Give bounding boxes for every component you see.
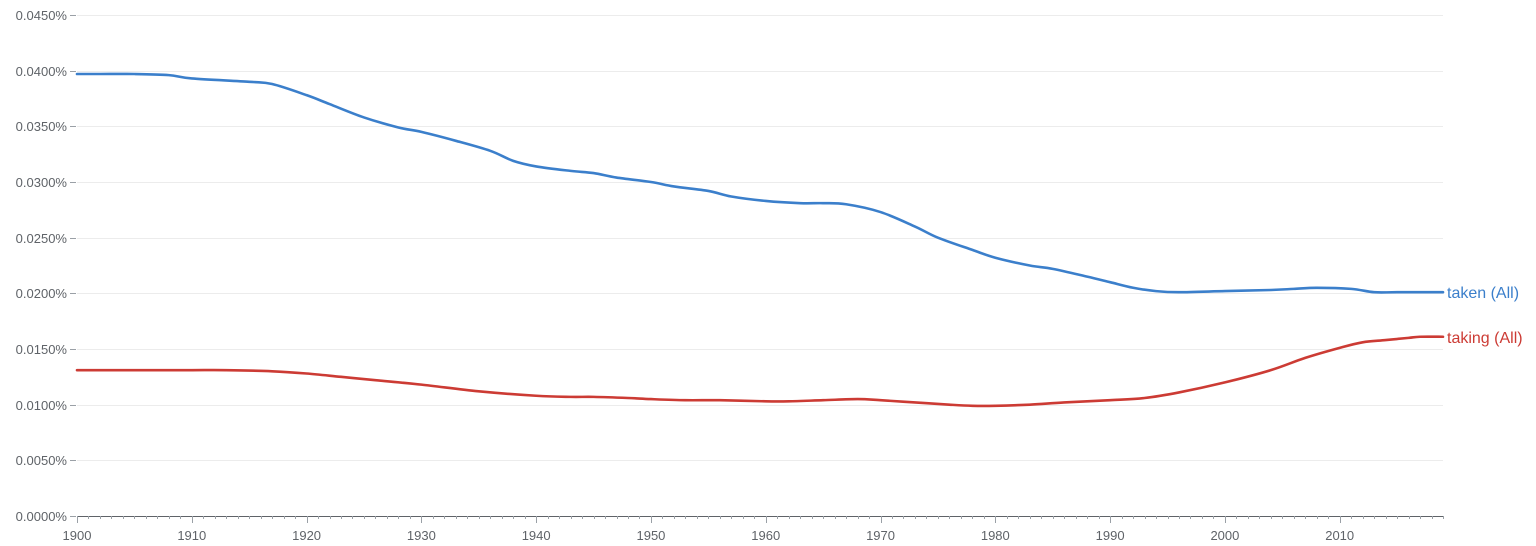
y-tick-label: 0.0350%: [16, 119, 68, 134]
y-axis: 0.0000% 0.0050% 0.0100% 0.0150% 0.0200% 0.025…: [16, 8, 76, 524]
x-tick-label: 1910: [177, 528, 206, 543]
y-tick-label: 0.0000%: [16, 509, 68, 524]
x-tick-label: 1930: [407, 528, 436, 543]
x-tick-label: 1990: [1096, 528, 1125, 543]
y-tick-label: 0.0200%: [16, 286, 68, 301]
y-tick-label: 0.0250%: [16, 231, 68, 246]
gridlines: [77, 15, 1443, 461]
x-tick-label: 1920: [292, 528, 321, 543]
y-tick-label: 0.0400%: [16, 64, 68, 79]
series-label-taking-all[interactable]: taking (All): [1447, 330, 1523, 347]
series-label-taken-all[interactable]: taken (All): [1447, 285, 1519, 302]
y-tick-label: 0.0300%: [16, 175, 68, 190]
x-tick-label: 1950: [636, 528, 665, 543]
x-axis: 1900 1910 1920 1930 1940 1950 1960 1970 1980 1990…: [63, 516, 1444, 543]
y-tick-label: 0.0050%: [16, 453, 68, 468]
x-tick-label: 2010: [1325, 528, 1354, 543]
x-tick-label: 1970: [866, 528, 895, 543]
series-line-taken-all[interactable]: [75, 72, 1445, 294]
y-tick-label: 0.0100%: [16, 398, 68, 413]
x-tick-label: 1900: [63, 528, 92, 543]
series-line-taking-all[interactable]: [75, 335, 1445, 408]
x-tick-label: 1960: [751, 528, 780, 543]
series-labels: taken (All) taking (All): [1447, 285, 1523, 347]
x-tick-label: 2000: [1210, 528, 1239, 543]
y-tick-label: 0.0450%: [16, 8, 68, 23]
y-tick-label: 0.0150%: [16, 342, 68, 357]
x-tick-label: 1940: [522, 528, 551, 543]
series-lines: [75, 72, 1445, 408]
x-tick-label: 1980: [981, 528, 1010, 543]
